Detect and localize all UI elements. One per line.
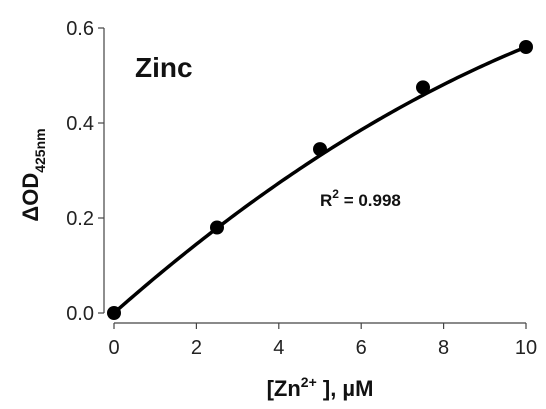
- y-ticks: 0.0 0.2 0.4 0.6: [66, 18, 104, 325]
- data-point: [519, 40, 533, 54]
- x-ticks: 0 2 4 6 8 10: [108, 323, 537, 359]
- r-squared-sup: 2: [332, 187, 339, 201]
- r-squared-label: R: [320, 191, 332, 210]
- x-tick-label: 8: [438, 337, 449, 359]
- y-tick-label: 0.0: [66, 303, 94, 325]
- fit-layer: [112, 45, 528, 315]
- x-tick-label: 10: [515, 337, 537, 359]
- y-tick-label: 0.4: [66, 113, 94, 135]
- x-axis-title: [Zn2+ ], µM: [267, 374, 374, 401]
- data-point: [210, 220, 224, 235]
- fit-curve: [112, 45, 528, 315]
- x-axis-title-sup: 2+: [301, 374, 317, 390]
- y-tick-label: 0.2: [66, 208, 94, 230]
- data-point: [107, 306, 121, 320]
- y-axis-title: ΔOD425nm: [18, 128, 48, 221]
- data-point: [313, 142, 327, 157]
- data-points: [107, 40, 533, 320]
- y-axis-title-main: ΔOD: [18, 173, 43, 222]
- y-axis-title-sub: 425nm: [32, 128, 48, 172]
- r-squared-annotation: R2 = 0.998: [320, 187, 401, 210]
- data-point: [416, 80, 430, 95]
- y-tick-label: 0.6: [66, 18, 94, 40]
- x-tick-label: 0: [108, 337, 119, 359]
- x-tick-label: 6: [356, 337, 367, 359]
- axes: [103, 28, 526, 324]
- x-axis-title-suffix: ], µM: [317, 376, 374, 401]
- chart-title: Zinc: [135, 52, 193, 83]
- x-tick-label: 4: [273, 337, 284, 359]
- x-axis-title-prefix: [Zn: [267, 376, 301, 401]
- r-squared-value: = 0.998: [339, 191, 401, 210]
- x-tick-label: 2: [191, 337, 202, 359]
